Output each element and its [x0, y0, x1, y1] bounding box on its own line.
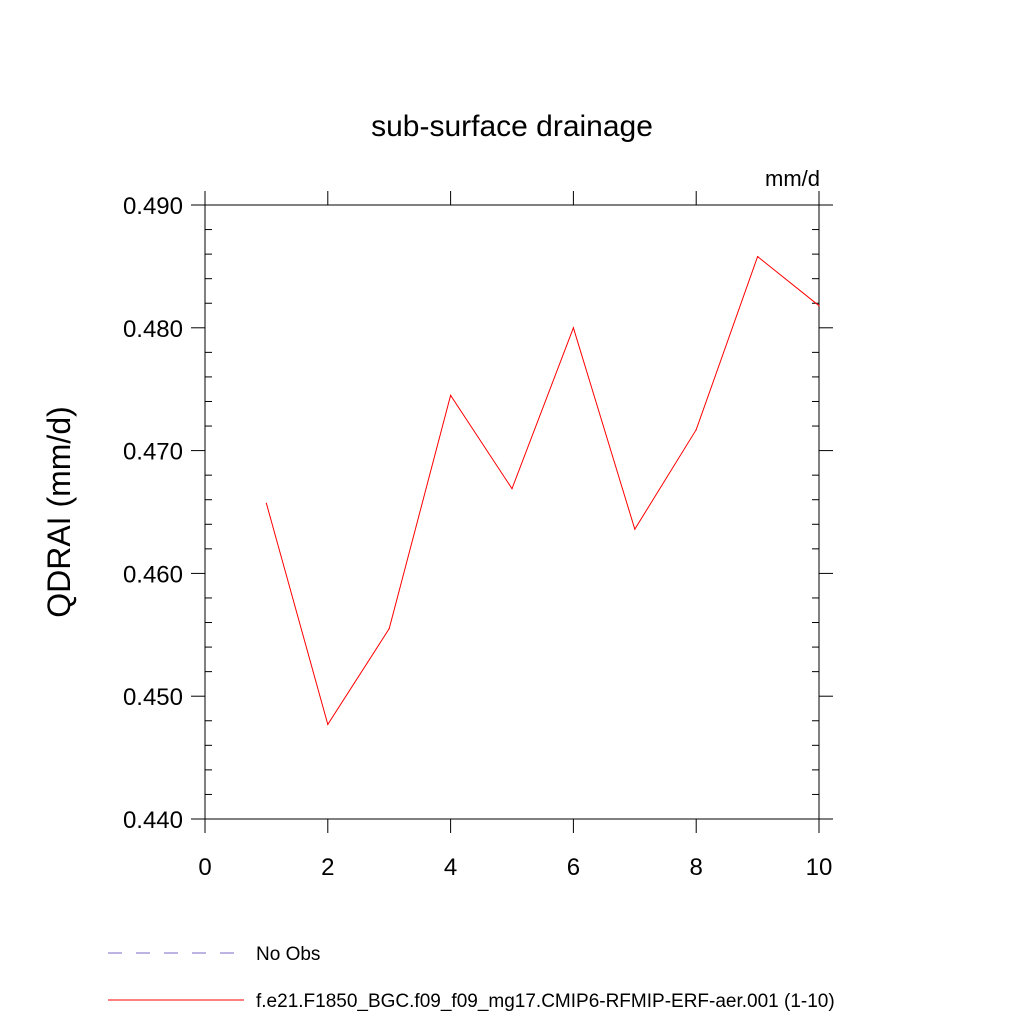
- plot-frame: [204, 204, 820, 820]
- x-tick-label: 2: [321, 854, 334, 881]
- legend-label: f.e21.F1850_BGC.f09_f09_mg17.CMIP6-RFMIP…: [256, 991, 835, 1012]
- data-point: [327, 723, 329, 726]
- x-tick-label: 10: [806, 854, 833, 881]
- y-tick-label: 0.470: [123, 439, 183, 466]
- x-tick-label: 4: [444, 854, 457, 881]
- data-point: [695, 429, 697, 431]
- x-tick-label: 8: [690, 854, 703, 881]
- data-point: [265, 502, 267, 505]
- data-point: [450, 394, 452, 396]
- legend: No Obs f.e21.F1850_BGC.f09_f09_mg17.CMIP6…: [108, 944, 835, 1012]
- series-line: [265, 255, 820, 726]
- chart-title: sub-surface drainage: [371, 110, 653, 143]
- y-tick-label: 0.460: [123, 561, 183, 588]
- data-point: [634, 528, 636, 530]
- y-tick-label: 0.450: [123, 684, 183, 711]
- data-point: [757, 255, 759, 258]
- data-point: [511, 488, 513, 490]
- data-point: [388, 628, 390, 630]
- y-tick-label: 0.480: [123, 316, 183, 343]
- y-tick-label: 0.440: [123, 807, 183, 834]
- legend-label: No Obs: [256, 944, 320, 965]
- y-axis-label: QDRAI (mm/d): [41, 406, 77, 618]
- tick-labels: 0 2 4 6 8 10 0.440 0.450 0.460 0.470 0.480 0.490: [123, 193, 832, 881]
- y-tick-label: 0.490: [123, 193, 183, 220]
- axis-ticks: [191, 191, 833, 833]
- x-tick-label: 0: [198, 854, 211, 881]
- series-layer: [265, 255, 820, 726]
- x-tick-label: 6: [567, 854, 580, 881]
- units-label: mm/d: [765, 166, 820, 191]
- data-point: [572, 327, 575, 329]
- data-point: [818, 305, 820, 307]
